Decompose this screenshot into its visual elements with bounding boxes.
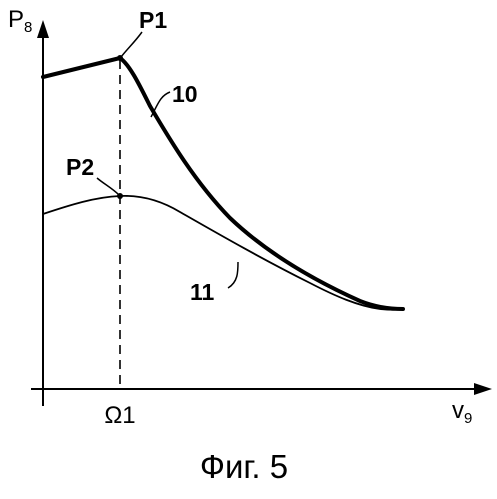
curve-10-label: 10 — [172, 81, 198, 107]
axes — [31, 33, 484, 406]
curve-10 — [43, 58, 403, 309]
p1-label: P1 — [139, 7, 167, 33]
curve-11-label: 11 — [190, 279, 215, 305]
y-axis-label: P8 — [8, 6, 32, 36]
figure-caption: Фиг. 5 — [200, 448, 288, 485]
p2-leader — [97, 178, 119, 195]
p2-label: P2 — [66, 154, 94, 180]
p1-leader — [121, 32, 142, 57]
curve-11-leader — [228, 262, 238, 288]
omega1-label: Ω1 — [104, 402, 135, 429]
y-axis-arrow-icon — [37, 20, 49, 38]
x-axis-label: v9 — [452, 397, 472, 427]
x-axis-arrow-icon — [474, 383, 492, 395]
